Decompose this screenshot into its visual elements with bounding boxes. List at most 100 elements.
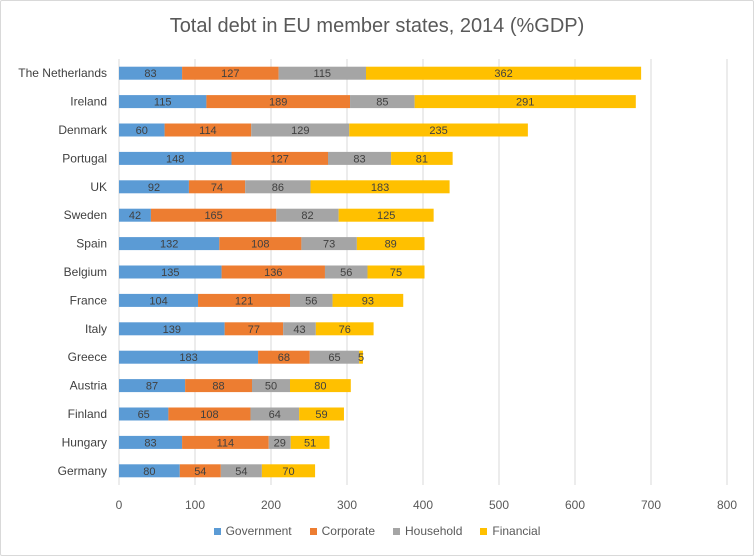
bar-household [309,350,360,364]
data-label: 73 [323,239,335,251]
data-label: 127 [271,153,289,165]
y-tick-label: The Netherlands [18,66,107,80]
data-label: 42 [129,210,141,222]
bar-government [119,379,186,393]
data-label: 83 [353,153,365,165]
bar-corporate [219,237,302,251]
x-tick-label: 100 [185,498,205,512]
bar-corporate [168,407,251,421]
x-tick-label: 700 [641,498,661,512]
bar-government [119,407,169,421]
bar-household [283,322,316,336]
bar-household [220,464,262,478]
legend-swatch [309,527,317,535]
data-label: 83 [144,68,156,80]
data-label: 80 [314,381,326,393]
data-label: 135 [161,267,179,279]
bar-corporate [224,322,284,336]
x-tick-label: 0 [116,498,123,512]
data-label: 139 [163,324,181,336]
y-tick-label: France [70,293,108,307]
y-tick-label: Portugal [62,151,107,165]
bar-household [290,293,333,307]
bar-financial [414,95,636,109]
data-label: 115 [154,97,172,109]
x-tick-label: 600 [565,498,585,512]
data-label: 50 [265,381,277,393]
data-label: 189 [269,97,287,109]
bar-household [245,180,311,194]
bar-corporate [231,151,328,165]
bar-government [119,208,151,222]
bar-corporate [198,293,290,307]
data-label: 54 [194,466,206,478]
data-label: 92 [148,182,160,194]
data-label: 235 [429,125,447,137]
bar-household [251,123,350,137]
data-label: 51 [304,437,316,449]
bar-government [119,265,222,279]
data-label: 148 [166,153,184,165]
bar-corporate [150,208,277,222]
bar-government [119,435,183,449]
bar-government [119,293,199,307]
bar-financial [356,237,425,251]
y-tick-label: Finland [68,407,107,421]
legend-item-household: Household [393,524,462,538]
bar-government [119,123,165,137]
data-label: 70 [282,466,294,478]
bar-financial [310,180,450,194]
bar-corporate [221,265,325,279]
y-tick-label: Denmark [58,123,108,137]
legend-swatch [480,527,488,535]
bar-household [301,237,357,251]
y-tick-label: UK [90,180,107,194]
data-label: 108 [251,239,269,251]
data-label: 121 [235,295,253,307]
y-tick-label: Italy [85,322,107,336]
bar-corporate [185,379,252,393]
bar-government [119,464,180,478]
y-tick-label: Greece [68,350,108,364]
chart-title: Total debt in EU member states, 2014 (%G… [169,15,585,37]
bar-government [119,237,220,251]
data-label: 75 [390,267,402,279]
bar-household [278,66,366,80]
data-label: 64 [269,409,281,421]
data-label: 88 [212,381,224,393]
data-label: 165 [204,210,222,222]
bar-government [119,151,232,165]
bar-corporate [179,464,221,478]
data-label: 80 [143,466,155,478]
legend-label: Financial [492,524,541,538]
data-label: 65 [328,352,340,364]
data-label: 127 [221,68,239,80]
data-label: 65 [138,409,150,421]
data-label: 108 [200,409,218,421]
bar-household [268,435,291,449]
data-label: 125 [377,210,395,222]
bar-financial [290,435,330,449]
bar-household [324,265,368,279]
data-label: 104 [149,295,167,307]
bar-financial [299,407,344,421]
bar-financial [359,350,363,364]
bar-financial [367,265,425,279]
bar-government [119,95,207,109]
y-tick-label: Belgium [64,265,107,279]
bar-government [119,322,225,336]
bar-corporate [182,435,269,449]
data-label: 87 [146,381,158,393]
data-label: 85 [376,97,388,109]
x-tick-label: 500 [489,498,509,512]
data-label: 183 [371,182,389,194]
legend-swatch [393,527,400,535]
bar-financial [261,464,316,478]
data-label: 5 [358,352,364,364]
data-label: 86 [272,182,284,194]
data-label: 43 [293,324,305,336]
data-label: 59 [315,409,327,421]
data-label: 56 [340,267,352,279]
data-label: 362 [494,68,512,80]
data-label: 54 [235,466,247,478]
